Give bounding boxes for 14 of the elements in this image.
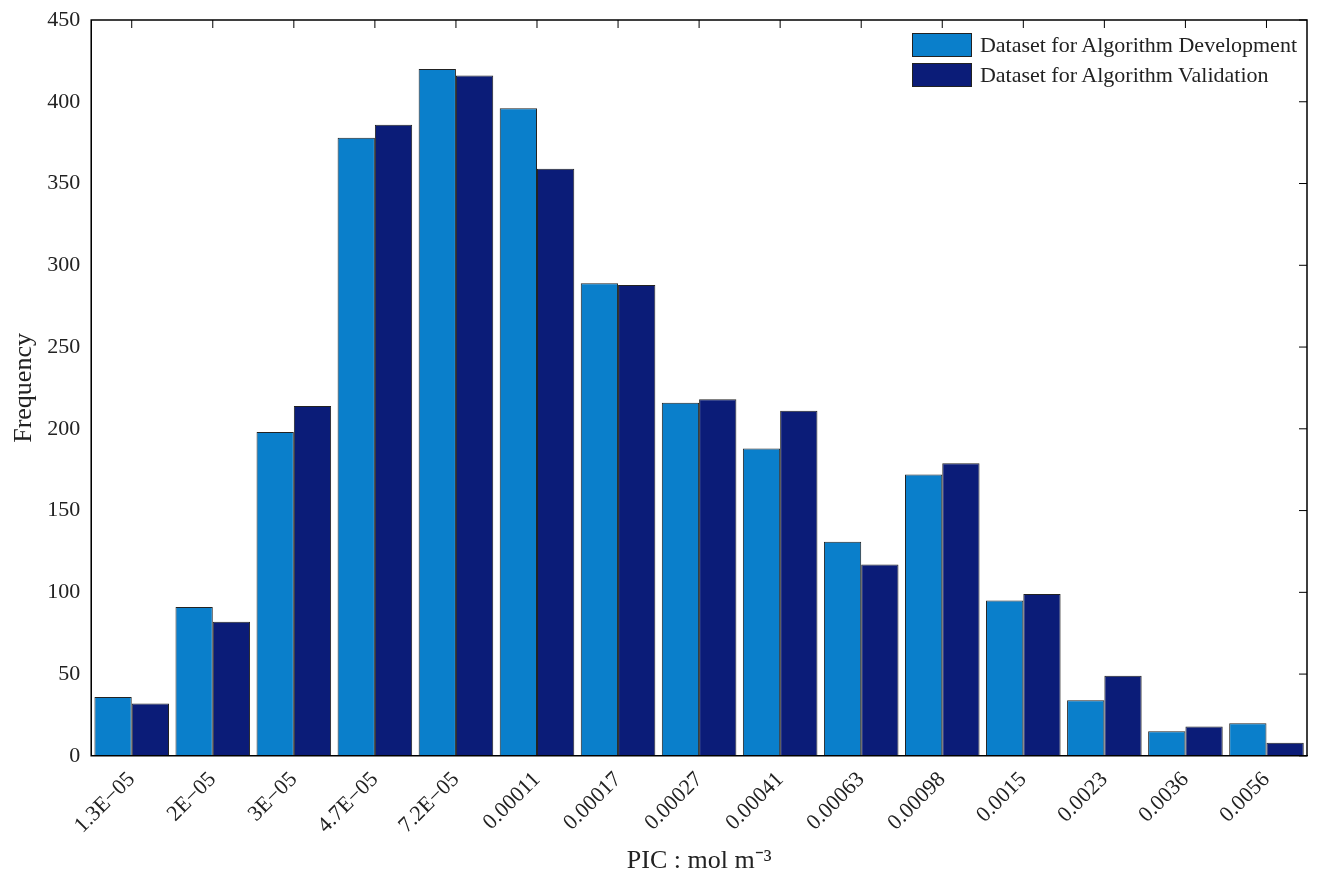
y-tick-label: 100 — [47, 578, 81, 604]
y-tick-label: 150 — [47, 496, 81, 522]
y-tick-label: 350 — [47, 169, 81, 195]
y-axis-title: Frequency — [8, 333, 38, 443]
legend-label: Dataset for Algorithm Development — [979, 31, 1297, 59]
y-tick-label: 50 — [58, 659, 81, 685]
y-tick-label: 0 — [69, 741, 81, 767]
legend-label: Dataset for Algorithm Validation — [979, 61, 1269, 89]
y-tick-label: 400 — [47, 87, 81, 113]
y-tick-label: 300 — [47, 251, 81, 277]
y-tick-label: 200 — [47, 414, 81, 440]
y-tick-label: 250 — [47, 332, 81, 358]
y-tick-label: 450 — [47, 5, 81, 31]
x-axis-title: PIC : mol m⁻³ — [626, 845, 772, 875]
